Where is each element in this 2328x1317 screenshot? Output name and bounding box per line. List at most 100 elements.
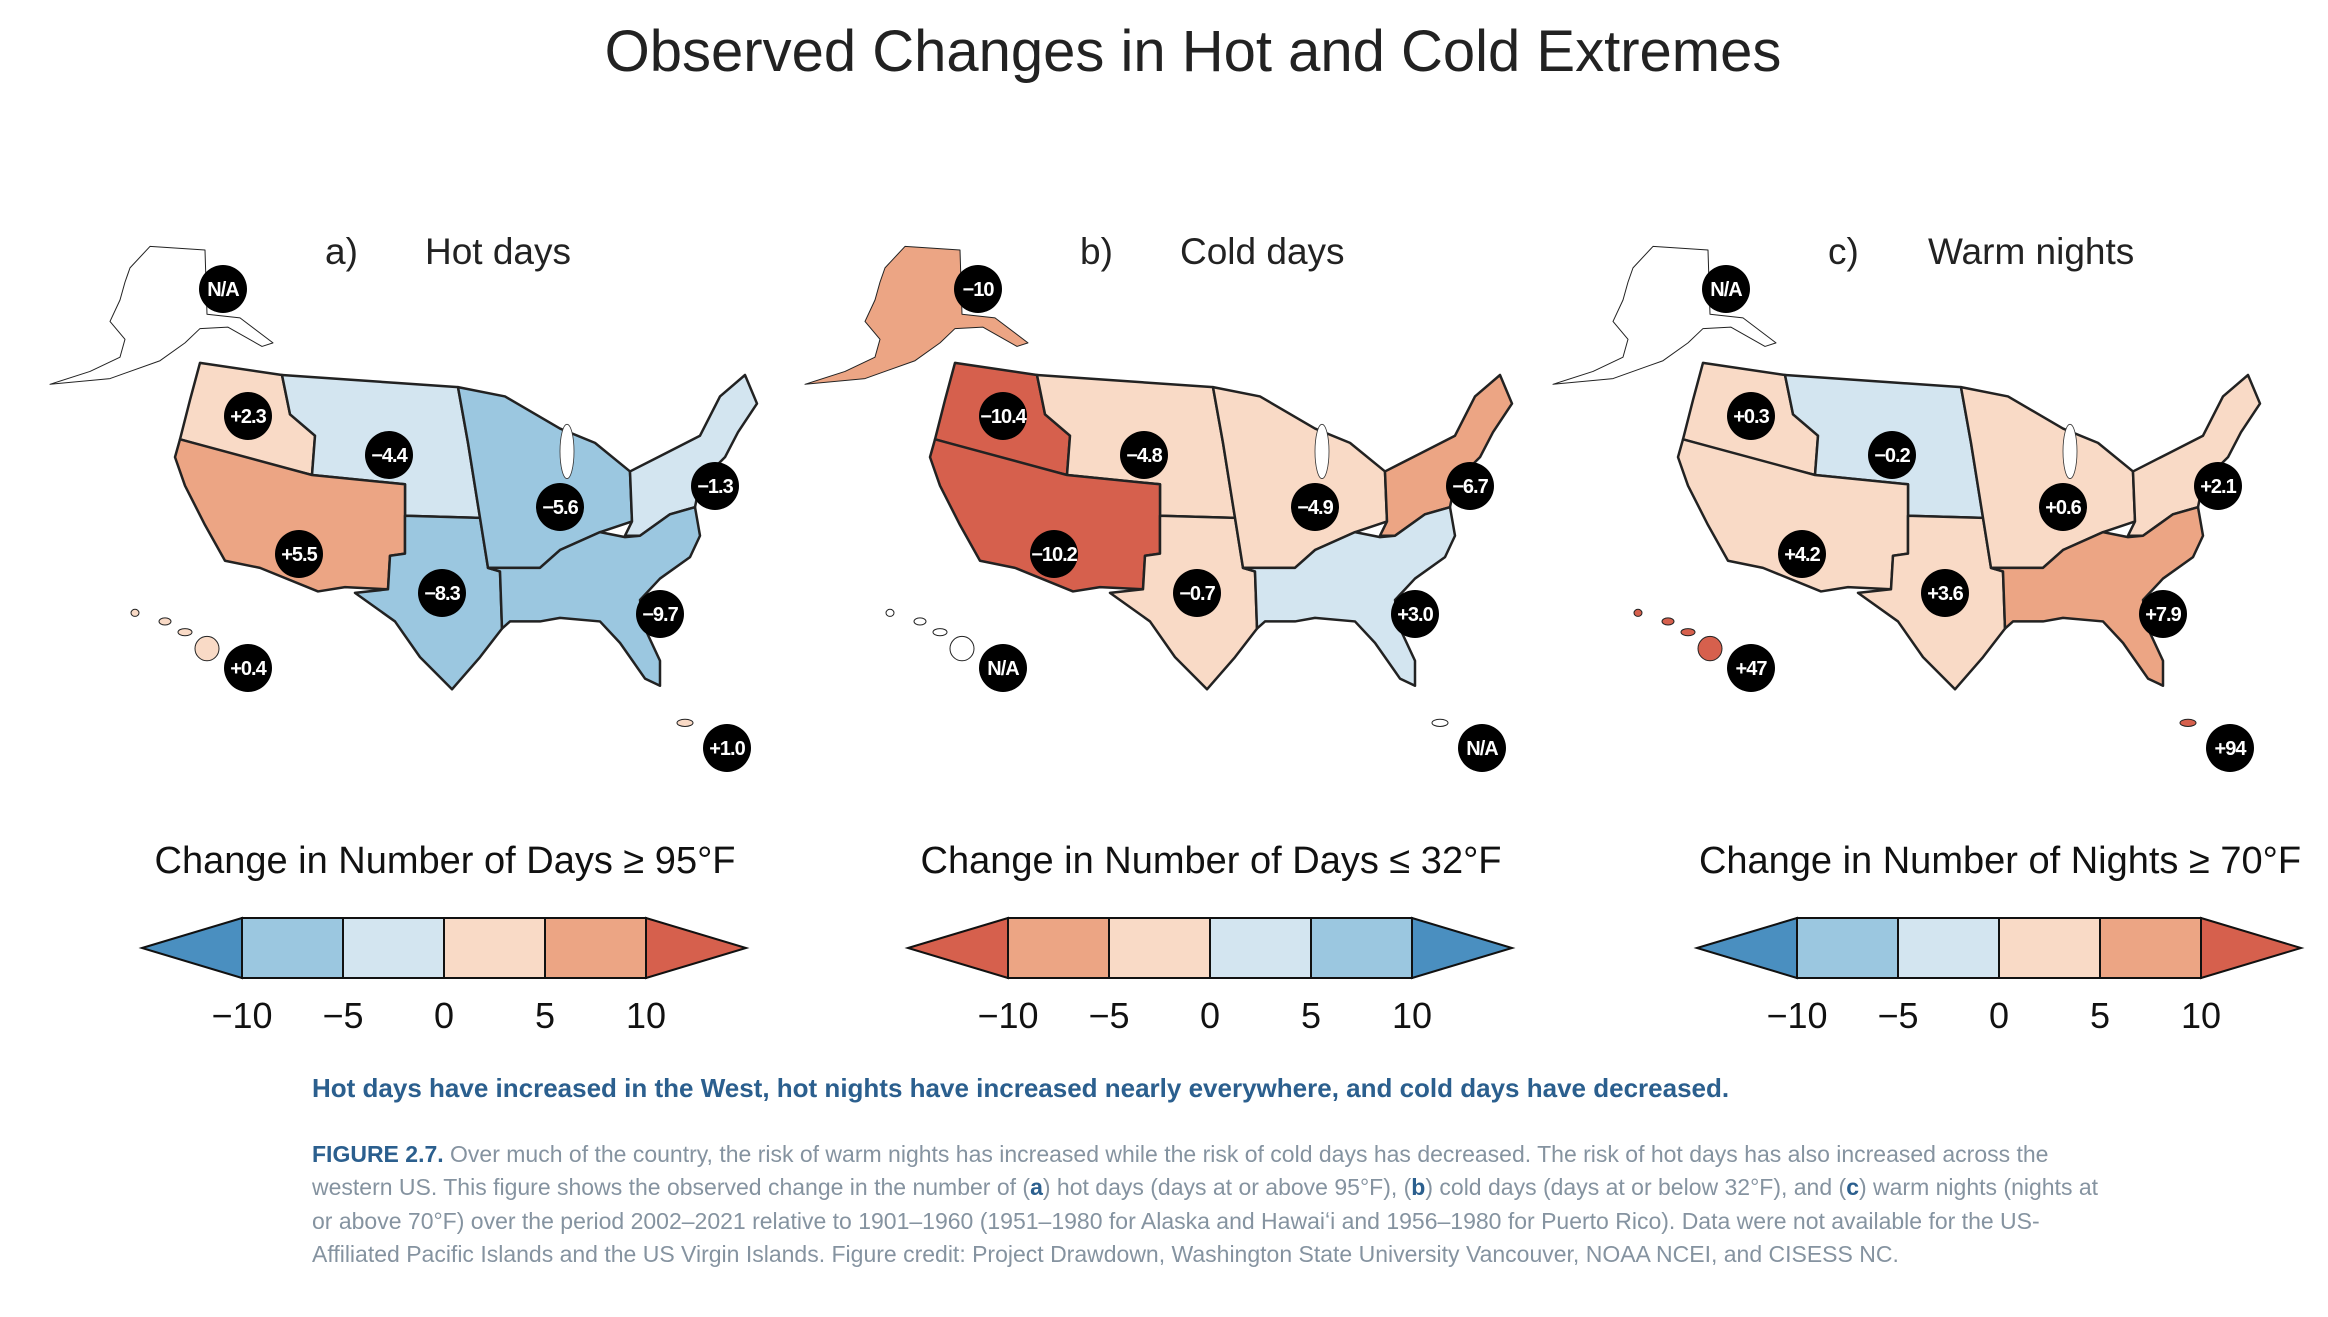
colorbar-bin bbox=[443, 917, 546, 979]
value-badge-southern-great-plains: +3.6 bbox=[1921, 569, 1969, 617]
value-badge-alaska: N/A bbox=[1702, 265, 1750, 313]
colorbar-max-arrow bbox=[1411, 916, 1516, 980]
value-badge-circle bbox=[979, 644, 1027, 692]
caption-ref-a: a bbox=[1030, 1174, 1043, 1201]
value-badge-circle bbox=[954, 265, 1002, 313]
value-badge-northeast: −1.3 bbox=[691, 462, 739, 510]
value-label: +2.1 bbox=[2200, 476, 2236, 498]
legend-cold-days: Change in Number of Days ≤ 32°F −10 −5 0 5 1… bbox=[901, 840, 1541, 1040]
value-badge-puerto-rico: +1.0 bbox=[703, 724, 751, 772]
value-badge-southwest: −10.2 bbox=[1030, 530, 1079, 578]
hawaii-island bbox=[1662, 618, 1674, 625]
value-badge-northwest: +0.3 bbox=[1727, 392, 1775, 440]
colorbar-tick-label: 5 bbox=[535, 995, 555, 1036]
us-map bbox=[805, 246, 1512, 726]
value-label: N/A bbox=[1710, 279, 1742, 301]
value-label: +1.0 bbox=[709, 738, 745, 760]
lake-michigan bbox=[560, 424, 574, 478]
colorbar-bin bbox=[1897, 917, 2000, 979]
value-badge-alaska: N/A bbox=[199, 265, 247, 313]
hawaii-island bbox=[914, 618, 926, 625]
colorbar-tick-label: 10 bbox=[2181, 995, 2221, 1036]
colorbar-tick-label: 0 bbox=[1989, 995, 2009, 1036]
colorbar-tick-label: −5 bbox=[1877, 995, 1918, 1036]
value-badge-southeast: +7.9 bbox=[2139, 590, 2187, 638]
value-label: −9.7 bbox=[642, 604, 678, 626]
value-badge-southern-great-plains: −0.7 bbox=[1173, 569, 1221, 617]
region-hawaii bbox=[1634, 609, 1722, 660]
panel-title: Cold days bbox=[1180, 231, 1345, 272]
value-label: +7.9 bbox=[2145, 604, 2181, 626]
figure-headline: Hot days have increased in the West, hot… bbox=[312, 1073, 1730, 1103]
colorbar-bin bbox=[2099, 917, 2202, 979]
value-badge-southeast: +3.0 bbox=[1391, 590, 1439, 638]
value-badge-northeast: +2.1 bbox=[2194, 462, 2242, 510]
colorbar-bin bbox=[1796, 917, 1899, 979]
colorbar-bin bbox=[1209, 917, 1312, 979]
caption-text: Over much of the country, the risk of wa… bbox=[312, 1141, 2049, 1201]
map-panel-cold-days: b) Cold days −10 −10.4 −4.8 −4.9 −6.7 −10.2 −0.7… bbox=[755, 200, 1535, 772]
value-label: −5.6 bbox=[542, 497, 578, 519]
value-badge-northern-great-plains: −0.2 bbox=[1868, 431, 1916, 479]
value-label: −0.7 bbox=[1179, 583, 1215, 605]
colorbar-bin bbox=[1108, 917, 1211, 979]
legend-title: Change in Number of Days ≤ 32°F bbox=[920, 840, 1502, 882]
colorbar-min-arrow bbox=[1693, 916, 1798, 980]
colorbar-min-arrow bbox=[138, 916, 243, 980]
panel-letter: a) bbox=[325, 231, 358, 272]
hawaii-island bbox=[1634, 609, 1642, 616]
panel-title: Hot days bbox=[425, 231, 571, 272]
colorbar-tick-label: 5 bbox=[1301, 995, 1321, 1036]
value-label: +0.6 bbox=[2045, 497, 2081, 519]
colorbar-bin bbox=[1007, 917, 1110, 979]
colorbar-tick-label: −10 bbox=[977, 995, 1038, 1036]
hawaii-island bbox=[131, 609, 139, 616]
value-badge-circle bbox=[199, 265, 247, 313]
value-badge-circle bbox=[275, 530, 323, 578]
value-label: N/A bbox=[1466, 738, 1498, 760]
hawaii-island bbox=[159, 618, 171, 625]
colorbar-bin bbox=[1998, 917, 2101, 979]
value-label: −10 bbox=[963, 279, 995, 301]
value-badge-circle bbox=[2139, 590, 2187, 638]
value-label: +47 bbox=[1736, 658, 1768, 680]
hawaii-island bbox=[178, 629, 192, 636]
region-alaska bbox=[805, 246, 1028, 384]
value-badge-circle bbox=[1391, 590, 1439, 638]
colorbar-tick-label: −5 bbox=[1088, 995, 1129, 1036]
panel-letter: b) bbox=[1080, 231, 1113, 272]
colorbar-bin bbox=[241, 917, 344, 979]
value-badge-southwest: +5.5 bbox=[275, 530, 323, 578]
value-badge-circle bbox=[1030, 530, 1078, 578]
colorbar-tick-label: 5 bbox=[2090, 995, 2110, 1036]
hawaii-island bbox=[1681, 629, 1695, 636]
value-badge-circle bbox=[636, 590, 684, 638]
value-badge-northwest: −10.4 bbox=[979, 392, 1029, 440]
value-badge-circle bbox=[1702, 265, 1750, 313]
caption-ref-b: b bbox=[1411, 1174, 1426, 1201]
value-badge-southwest: +4.2 bbox=[1778, 530, 1826, 578]
value-label: +5.5 bbox=[281, 544, 317, 566]
value-badge-midwest: −5.6 bbox=[536, 483, 584, 531]
caption-text: ) cold days (days at or below 32°F), and… bbox=[1425, 1174, 1847, 1201]
colorbar-bin bbox=[544, 917, 647, 979]
value-badge-circle bbox=[2039, 483, 2087, 531]
legend-hot-days: Change in Number of Days ≥ 95°F −10 −5 0 5 1… bbox=[135, 840, 775, 1040]
value-badge-circle bbox=[2206, 724, 2254, 772]
legend-warm-nights: Change in Number of Nights ≥ 70°F −10 −5 0… bbox=[1690, 840, 2328, 1040]
hawaii-island bbox=[933, 629, 947, 636]
value-label: −4.4 bbox=[371, 445, 408, 467]
value-badge-circle bbox=[1120, 431, 1168, 479]
caption-text: ) warm nights (nights at or above 70°F) … bbox=[312, 1174, 2099, 1268]
value-label: +0.3 bbox=[1733, 406, 1769, 428]
figure-label: FIGURE 2.7. bbox=[312, 1141, 444, 1167]
value-badge-circle bbox=[1173, 569, 1221, 617]
hawaii-island bbox=[950, 636, 974, 660]
region-hawaii bbox=[131, 609, 219, 660]
value-badge-alaska: −10 bbox=[954, 265, 1002, 313]
value-label: +2.3 bbox=[230, 406, 266, 428]
value-badge-puerto-rico: N/A bbox=[1458, 724, 1506, 772]
colorbar-tick-label: −10 bbox=[211, 995, 272, 1036]
legend-title: Change in Number of Days ≥ 95°F bbox=[154, 840, 736, 882]
value-badge-circle bbox=[1446, 462, 1494, 510]
